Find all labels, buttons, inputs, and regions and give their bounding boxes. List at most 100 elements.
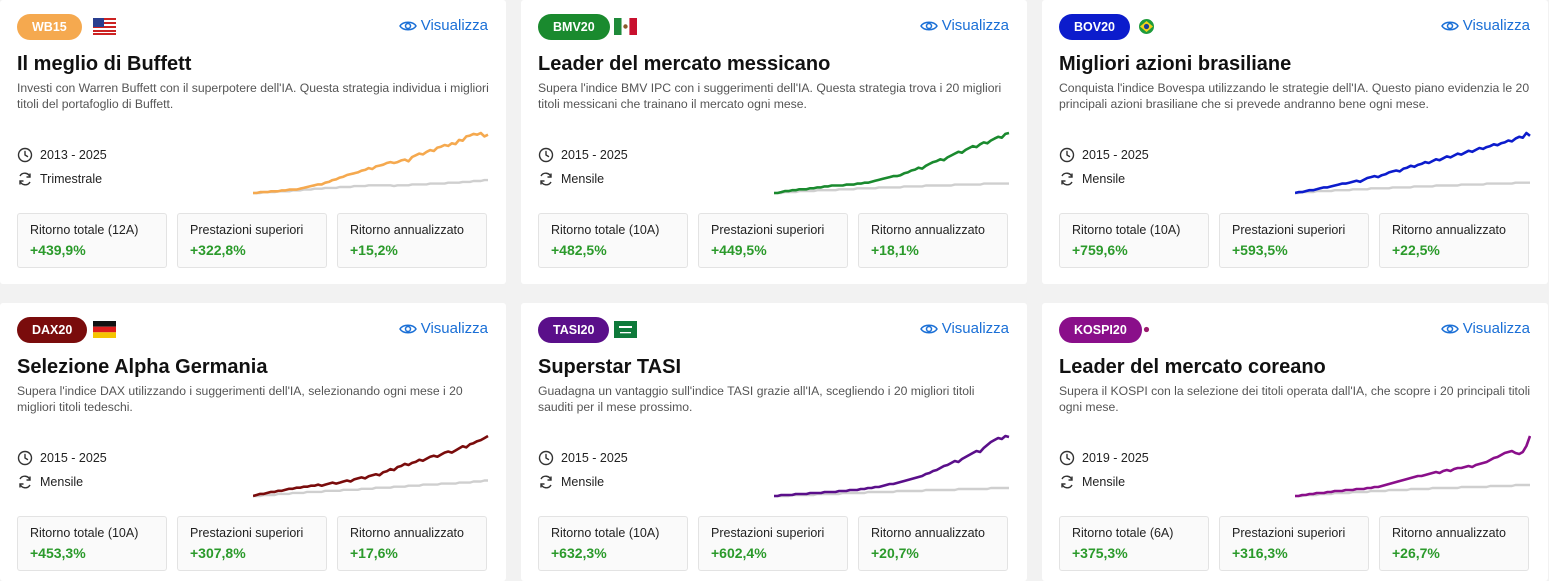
refresh-icon bbox=[540, 475, 552, 489]
stat-value: +26,7% bbox=[1392, 545, 1440, 561]
stat-label: Ritorno annualizzato bbox=[871, 526, 985, 540]
stat-label: Prestazioni superiori bbox=[1232, 526, 1346, 540]
strategy-badge: BMV20 bbox=[538, 14, 610, 40]
strategy-title: Leader del mercato coreano bbox=[1059, 356, 1326, 378]
clock-icon bbox=[538, 450, 554, 466]
stat-label: Prestazioni superiori bbox=[190, 526, 304, 540]
clock-icon bbox=[538, 147, 554, 163]
performance-chart bbox=[774, 434, 1010, 498]
period-text: 2015 - 2025 bbox=[561, 451, 628, 465]
strategy-line bbox=[774, 434, 1010, 498]
stat-box: Ritorno annualizzato +22,5% bbox=[1379, 213, 1529, 268]
de-flag-icon bbox=[93, 321, 116, 338]
period-row: 2013 - 2025 bbox=[17, 147, 107, 163]
benchmark-line bbox=[1295, 181, 1530, 195]
performance-chart bbox=[1295, 131, 1531, 195]
stat-value: +632,3% bbox=[551, 545, 607, 561]
visualizza-link[interactable]: Visualizza bbox=[398, 17, 488, 34]
stat-label: Prestazioni superiori bbox=[711, 526, 825, 540]
stat-box: Ritorno totale (6A) +375,3% bbox=[1059, 516, 1209, 571]
stat-value: +20,7% bbox=[871, 545, 919, 561]
eye-icon bbox=[919, 324, 938, 333]
frequency-row: Mensile bbox=[1059, 474, 1125, 490]
refresh-icon bbox=[19, 475, 31, 489]
visualizza-link[interactable]: Visualizza bbox=[1440, 17, 1530, 34]
strategy-line bbox=[1295, 131, 1531, 195]
frequency-text: Mensile bbox=[561, 475, 605, 489]
period-row: 2019 - 2025 bbox=[1059, 450, 1149, 466]
strategy-badge: KOSPI20 bbox=[1059, 317, 1142, 343]
strategy-card[interactable]: TASI20 Visualizza Superstar TASI Guadagna u… bbox=[521, 303, 1027, 581]
stat-box: Prestazioni superiori +307,8% bbox=[177, 516, 327, 571]
strategy-card[interactable]: BOV20 Visualizza Migliori azioni brasilian… bbox=[1042, 0, 1548, 284]
refresh-icon bbox=[1061, 172, 1073, 186]
stat-value: +482,5% bbox=[551, 242, 607, 258]
period-text: 2015 - 2025 bbox=[40, 451, 107, 465]
strategy-description: Conquista l'indice Bovespa utilizzando l… bbox=[1059, 81, 1530, 111]
visualizza-link[interactable]: Visualizza bbox=[919, 320, 1009, 337]
strategy-title: Selezione Alpha Germania bbox=[17, 356, 268, 378]
stat-label: Ritorno totale (10A) bbox=[551, 526, 660, 540]
kr-flag-icon bbox=[1143, 326, 1150, 333]
frequency-text: Mensile bbox=[1082, 172, 1126, 186]
stat-label: Prestazioni superiori bbox=[711, 223, 825, 237]
stat-value: +307,8% bbox=[190, 545, 246, 561]
stat-box: Prestazioni superiori +449,5% bbox=[698, 213, 848, 268]
stat-label: Ritorno annualizzato bbox=[350, 526, 464, 540]
period-text: 2019 - 2025 bbox=[1082, 451, 1149, 465]
visualizza-link[interactable]: Visualizza bbox=[919, 17, 1009, 34]
period-text: 2015 - 2025 bbox=[1082, 148, 1149, 162]
stat-value: +17,6% bbox=[350, 545, 398, 561]
stat-box: Prestazioni superiori +316,3% bbox=[1219, 516, 1369, 571]
stat-box: Ritorno totale (10A) +453,3% bbox=[17, 516, 167, 571]
strategy-badge: TASI20 bbox=[538, 317, 610, 343]
refresh-icon bbox=[19, 172, 31, 186]
period-row: 2015 - 2025 bbox=[1059, 147, 1149, 163]
strategy-card[interactable]: KOSPI20 Visualizza Leader del mercato core… bbox=[1042, 303, 1548, 581]
mx-flag-icon bbox=[614, 18, 637, 35]
stat-label: Ritorno totale (6A) bbox=[1072, 526, 1174, 540]
performance-chart bbox=[253, 434, 489, 498]
period-text: 2013 - 2025 bbox=[40, 148, 107, 162]
strategy-description: Guadagna un vantaggio sull'indice TASI g… bbox=[538, 384, 975, 414]
stat-label: Ritorno totale (10A) bbox=[551, 223, 660, 237]
stat-value: +439,9% bbox=[30, 242, 86, 258]
stat-value: +453,3% bbox=[30, 545, 86, 561]
frequency-text: Trimestrale bbox=[40, 172, 103, 186]
stat-label: Ritorno totale (10A) bbox=[1072, 223, 1181, 237]
frequency-text: Mensile bbox=[561, 172, 605, 186]
stat-box: Ritorno totale (10A) +632,3% bbox=[538, 516, 688, 571]
stat-label: Ritorno annualizzato bbox=[1392, 526, 1506, 540]
strategy-badge: WB15 bbox=[17, 14, 82, 40]
benchmark-line bbox=[774, 486, 1009, 498]
visualizza-link[interactable]: Visualizza bbox=[1440, 320, 1530, 337]
strategy-badge: DAX20 bbox=[17, 317, 88, 343]
stat-label: Ritorno annualizzato bbox=[350, 223, 464, 237]
stat-label: Prestazioni superiori bbox=[1232, 223, 1346, 237]
strategy-card[interactable]: BMV20 Visualizza Leader del mercato messic… bbox=[521, 0, 1027, 284]
us-flag-icon bbox=[93, 18, 116, 35]
benchmark-line bbox=[253, 479, 488, 498]
visualizza-label: Visualizza bbox=[420, 320, 488, 337]
refresh-icon bbox=[1061, 475, 1073, 489]
visualizza-link[interactable]: Visualizza bbox=[398, 320, 488, 337]
eye-icon bbox=[1440, 21, 1459, 30]
sa-flag-icon bbox=[614, 321, 637, 338]
stat-box: Prestazioni superiori +322,8% bbox=[177, 213, 327, 268]
stat-box: Ritorno totale (10A) +482,5% bbox=[538, 213, 688, 268]
strategy-card[interactable]: WB15 Visualizza Il meglio di Buffett Invest… bbox=[0, 0, 506, 284]
strategy-line bbox=[253, 131, 489, 195]
br-flag-icon bbox=[1139, 19, 1154, 34]
strategy-card[interactable]: DAX20 Visualizza Selezione Alpha Germania S… bbox=[0, 303, 506, 581]
frequency-row: Mensile bbox=[17, 474, 83, 490]
stat-label: Ritorno totale (12A) bbox=[30, 223, 139, 237]
strategy-description: Supera il KOSPI con la selezione dei tit… bbox=[1059, 384, 1531, 414]
stat-value: +375,3% bbox=[1072, 545, 1128, 561]
stat-box: Prestazioni superiori +593,5% bbox=[1219, 213, 1369, 268]
clock-icon bbox=[1059, 450, 1075, 466]
frequency-text: Mensile bbox=[1082, 475, 1126, 489]
clock-icon bbox=[17, 450, 33, 466]
strategy-badge: BOV20 bbox=[1059, 14, 1130, 40]
benchmark-line bbox=[774, 182, 1009, 195]
stat-value: +15,2% bbox=[350, 242, 398, 258]
